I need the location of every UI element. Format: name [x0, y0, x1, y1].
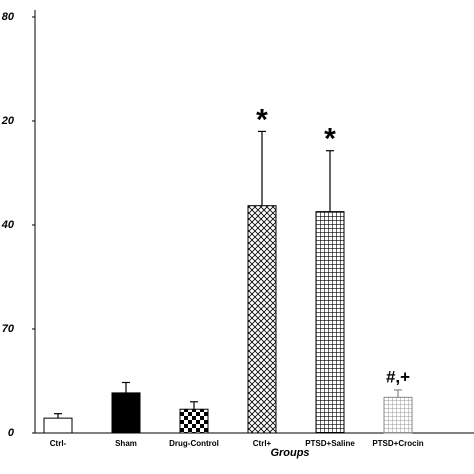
x-tick-label: PTSD+Crocin — [372, 439, 423, 448]
y-tick-label: 70 — [2, 323, 15, 335]
x-axis-label: Groups — [270, 447, 309, 459]
bar — [247, 205, 277, 434]
x-tick-label: Sham — [115, 439, 137, 448]
y-tick-label: 40 — [1, 219, 15, 231]
bar — [383, 396, 413, 434]
x-tick-label: Ctrl+ — [253, 439, 272, 448]
x-tick-label: PTSD+Saline — [305, 439, 355, 448]
y-tick-label: 20 — [1, 115, 15, 127]
y-tick-label: 0 — [8, 427, 15, 439]
x-tick-label: Ctrl- — [50, 439, 67, 448]
bar — [43, 417, 73, 434]
y-tick-label: 80 — [2, 11, 15, 23]
x-tick-label: Drug-Control — [169, 439, 219, 448]
bar — [315, 211, 345, 434]
bar — [111, 392, 141, 434]
bar — [179, 408, 209, 434]
annotation: * — [256, 103, 268, 136]
annotation: #,+ — [386, 367, 410, 386]
annotation: * — [324, 123, 336, 156]
